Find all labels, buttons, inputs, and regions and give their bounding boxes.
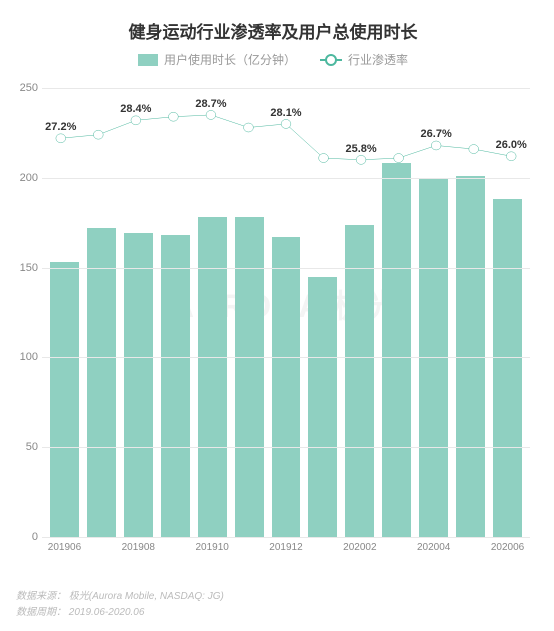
y-tick-label: 150 xyxy=(12,262,38,274)
legend: 用户使用时长（亿分钟） 行业渗透率 xyxy=(12,51,534,68)
x-tick-label: 201906 xyxy=(46,542,83,564)
line-marker xyxy=(356,155,366,164)
line-value-label: 27.2% xyxy=(45,121,76,133)
footer-period: 数据周期： 2019.06-2020.06 xyxy=(16,605,224,621)
line-marker xyxy=(319,154,329,163)
grid-line xyxy=(42,447,530,448)
legend-bar-label: 用户使用时长（亿分钟） xyxy=(164,51,296,68)
line-marker xyxy=(394,154,404,163)
x-tick-label: 201908 xyxy=(120,542,157,564)
y-tick-label: 50 xyxy=(12,441,38,453)
legend-item-bars: 用户使用时长（亿分钟） xyxy=(138,51,296,68)
plot: AURORA 极光 05010015020025027.2%28.4%28.7%… xyxy=(42,88,530,538)
y-tick-label: 250 xyxy=(12,82,38,94)
line-value-label: 28.1% xyxy=(270,107,301,119)
grid-line xyxy=(42,268,530,269)
line-value-label: 28.4% xyxy=(120,104,151,116)
line-marker xyxy=(469,145,479,154)
y-tick-label: 0 xyxy=(12,531,38,543)
x-tick-label: 202004 xyxy=(415,542,452,564)
chart-area: AURORA 极光 05010015020025027.2%28.4%28.7%… xyxy=(42,74,530,564)
line-marker xyxy=(206,110,216,119)
legend-line-label: 行业渗透率 xyxy=(348,51,408,68)
line-series xyxy=(42,88,530,537)
grid-line xyxy=(42,357,530,358)
x-tick-label xyxy=(157,542,194,564)
legend-line-swatch xyxy=(320,59,342,61)
x-tick-label: 202006 xyxy=(489,542,526,564)
x-tick-label: 201910 xyxy=(194,542,231,564)
line-value-label: 28.7% xyxy=(195,98,226,110)
legend-bar-swatch xyxy=(138,54,158,66)
chart-footer: 数据来源： 极光(Aurora Mobile, NASDAQ: JG) 数据周期… xyxy=(16,589,224,621)
chart-title: 健身运动行业渗透率及用户总使用时长 xyxy=(12,18,534,43)
x-tick-label xyxy=(83,542,120,564)
grid-line xyxy=(42,178,530,179)
x-axis-labels: 201906 201908 201910 201912 202002 202004 2020… xyxy=(42,542,530,564)
line-marker xyxy=(281,119,291,128)
line-marker xyxy=(56,134,66,143)
x-tick-label: 202002 xyxy=(341,542,378,564)
x-tick-label: 201912 xyxy=(268,542,305,564)
line-value-label: 26.7% xyxy=(421,129,452,141)
line-marker xyxy=(506,152,516,161)
line-marker xyxy=(244,123,254,132)
x-tick-label xyxy=(231,542,268,564)
line-marker xyxy=(431,141,441,150)
y-tick-label: 100 xyxy=(12,351,38,363)
grid-line xyxy=(42,537,530,538)
line-marker xyxy=(93,130,103,139)
line-marker xyxy=(131,116,141,125)
line-value-label: 26.0% xyxy=(496,139,527,151)
x-tick-label xyxy=(304,542,341,564)
y-tick-label: 200 xyxy=(12,172,38,184)
x-tick-label xyxy=(452,542,489,564)
grid-line xyxy=(42,88,530,89)
footer-source: 数据来源： 极光(Aurora Mobile, NASDAQ: JG) xyxy=(16,589,224,605)
x-tick-label xyxy=(378,542,415,564)
line-marker xyxy=(169,112,179,121)
line-value-label: 25.8% xyxy=(345,143,376,155)
legend-item-line: 行业渗透率 xyxy=(320,51,408,68)
chart-card: 健身运动行业渗透率及用户总使用时长 用户使用时长（亿分钟） 行业渗透率 AURO… xyxy=(0,0,554,631)
